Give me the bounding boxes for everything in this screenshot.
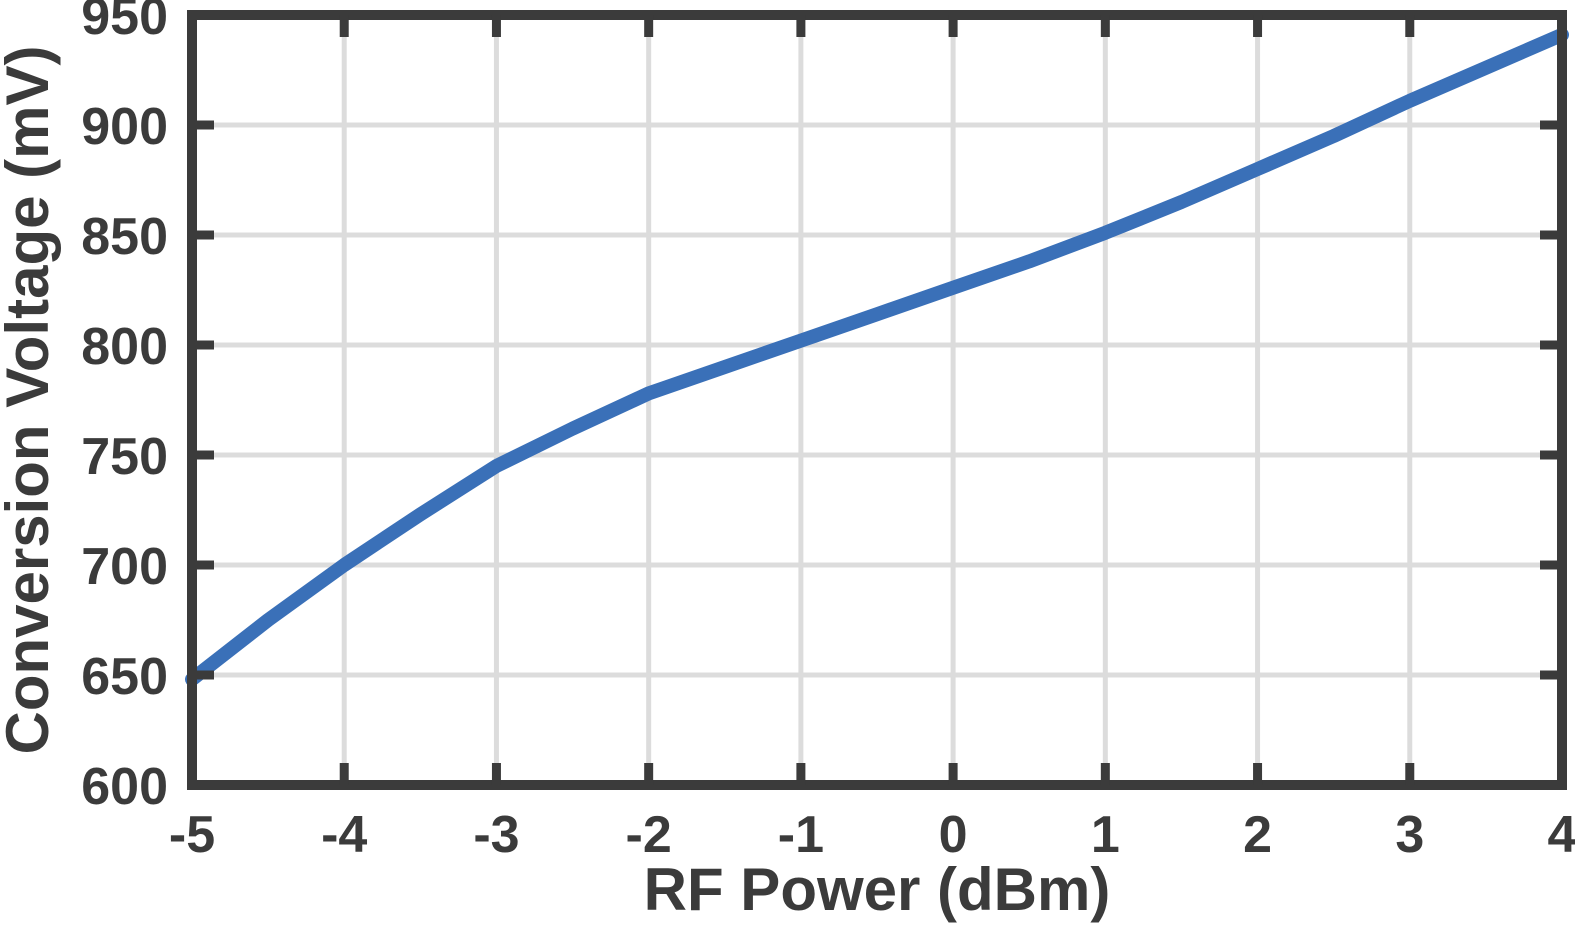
x-tick-label: -3 [473,806,519,864]
x-tick-label: 1 [1091,806,1120,864]
x-axis-label: RF Power (dBm) [644,856,1111,923]
y-tick-label: 600 [81,758,168,816]
tick-marks [187,10,1567,790]
y-tick-label: 650 [81,648,168,706]
x-tick-label: 0 [939,806,968,864]
x-tick-label: 4 [1548,806,1575,864]
y-tick-labels: 600 650 700 750 800 850 900 950 [81,0,168,816]
x-tick-label: -1 [778,806,824,864]
x-tick-label: 3 [1395,806,1424,864]
x-tick-label: -2 [626,806,672,864]
y-tick-label: 750 [81,428,168,486]
series-line-conversion-voltage [185,27,1569,687]
axes-border [187,10,1567,790]
y-tick-label: 900 [81,98,168,156]
y-tick-label: 850 [81,208,168,266]
y-tick-label: 950 [81,0,168,46]
x-tick-label: 2 [1243,806,1272,864]
y-tick-label: 800 [81,318,168,376]
y-axis-label: Conversion Voltage (mV) [0,46,61,755]
x-tick-label: -5 [169,806,215,864]
x-tick-label: -4 [321,806,367,864]
y-tick-label: 700 [81,538,168,596]
x-tick-labels: -5 -4 -3 -2 -1 0 1 2 3 4 [169,806,1575,864]
